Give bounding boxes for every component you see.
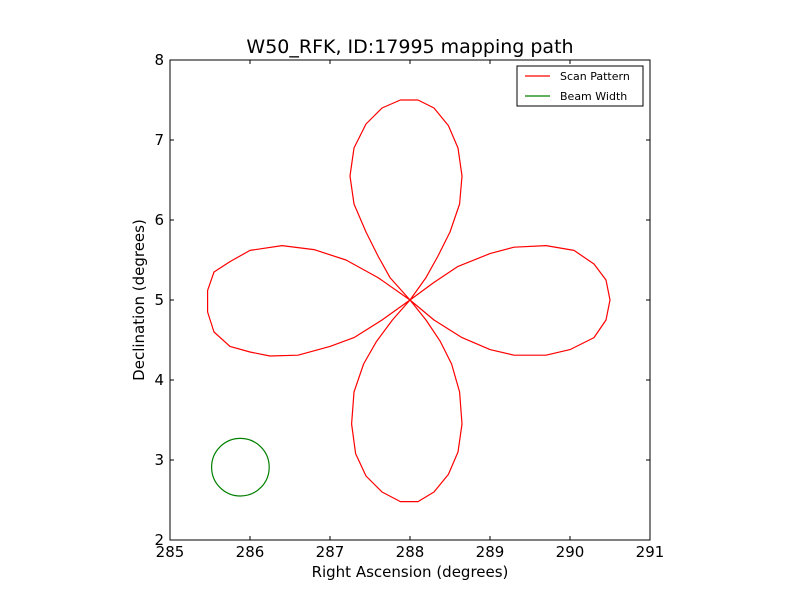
x-tick-label: 287 (316, 543, 345, 561)
legend: Scan Pattern Beam Width (516, 65, 644, 107)
y-tick-label: 4 (154, 371, 164, 389)
x-tick-label: 285 (156, 543, 185, 561)
y-tick-label: 3 (154, 451, 164, 469)
y-tick-label: 7 (154, 131, 164, 149)
x-axis-label: Right Ascension (degrees) (312, 563, 509, 581)
x-tick-label: 288 (396, 543, 425, 561)
legend-box (516, 65, 644, 107)
legend-label-scan-pattern: Scan Pattern (560, 70, 630, 83)
x-tick-label: 291 (636, 543, 665, 561)
y-tick-label: 6 (154, 211, 164, 229)
plot-area: 285 286 287 288 289 290 291 2 3 4 5 6 7 8 (154, 51, 664, 561)
series-circle-beam-width (210, 437, 270, 497)
y-tick-label: 2 (154, 531, 164, 549)
chart-title: W50_RFK, ID:17995 mapping path (246, 36, 573, 58)
ticks-layer: 285 286 287 288 289 290 291 2 3 4 5 6 7 8 (154, 51, 664, 561)
x-tick-label: 286 (236, 543, 265, 561)
x-tick-label: 289 (476, 543, 505, 561)
series-line-scan-pattern (207, 99, 611, 503)
legend-label-beam-width: Beam Width (560, 90, 627, 103)
y-tick-label: 5 (154, 291, 164, 309)
series-layer (207, 99, 611, 503)
y-axis-label: Declination (degrees) (130, 219, 148, 381)
x-tick-label: 290 (556, 543, 585, 561)
y-tick-label: 8 (154, 51, 164, 69)
